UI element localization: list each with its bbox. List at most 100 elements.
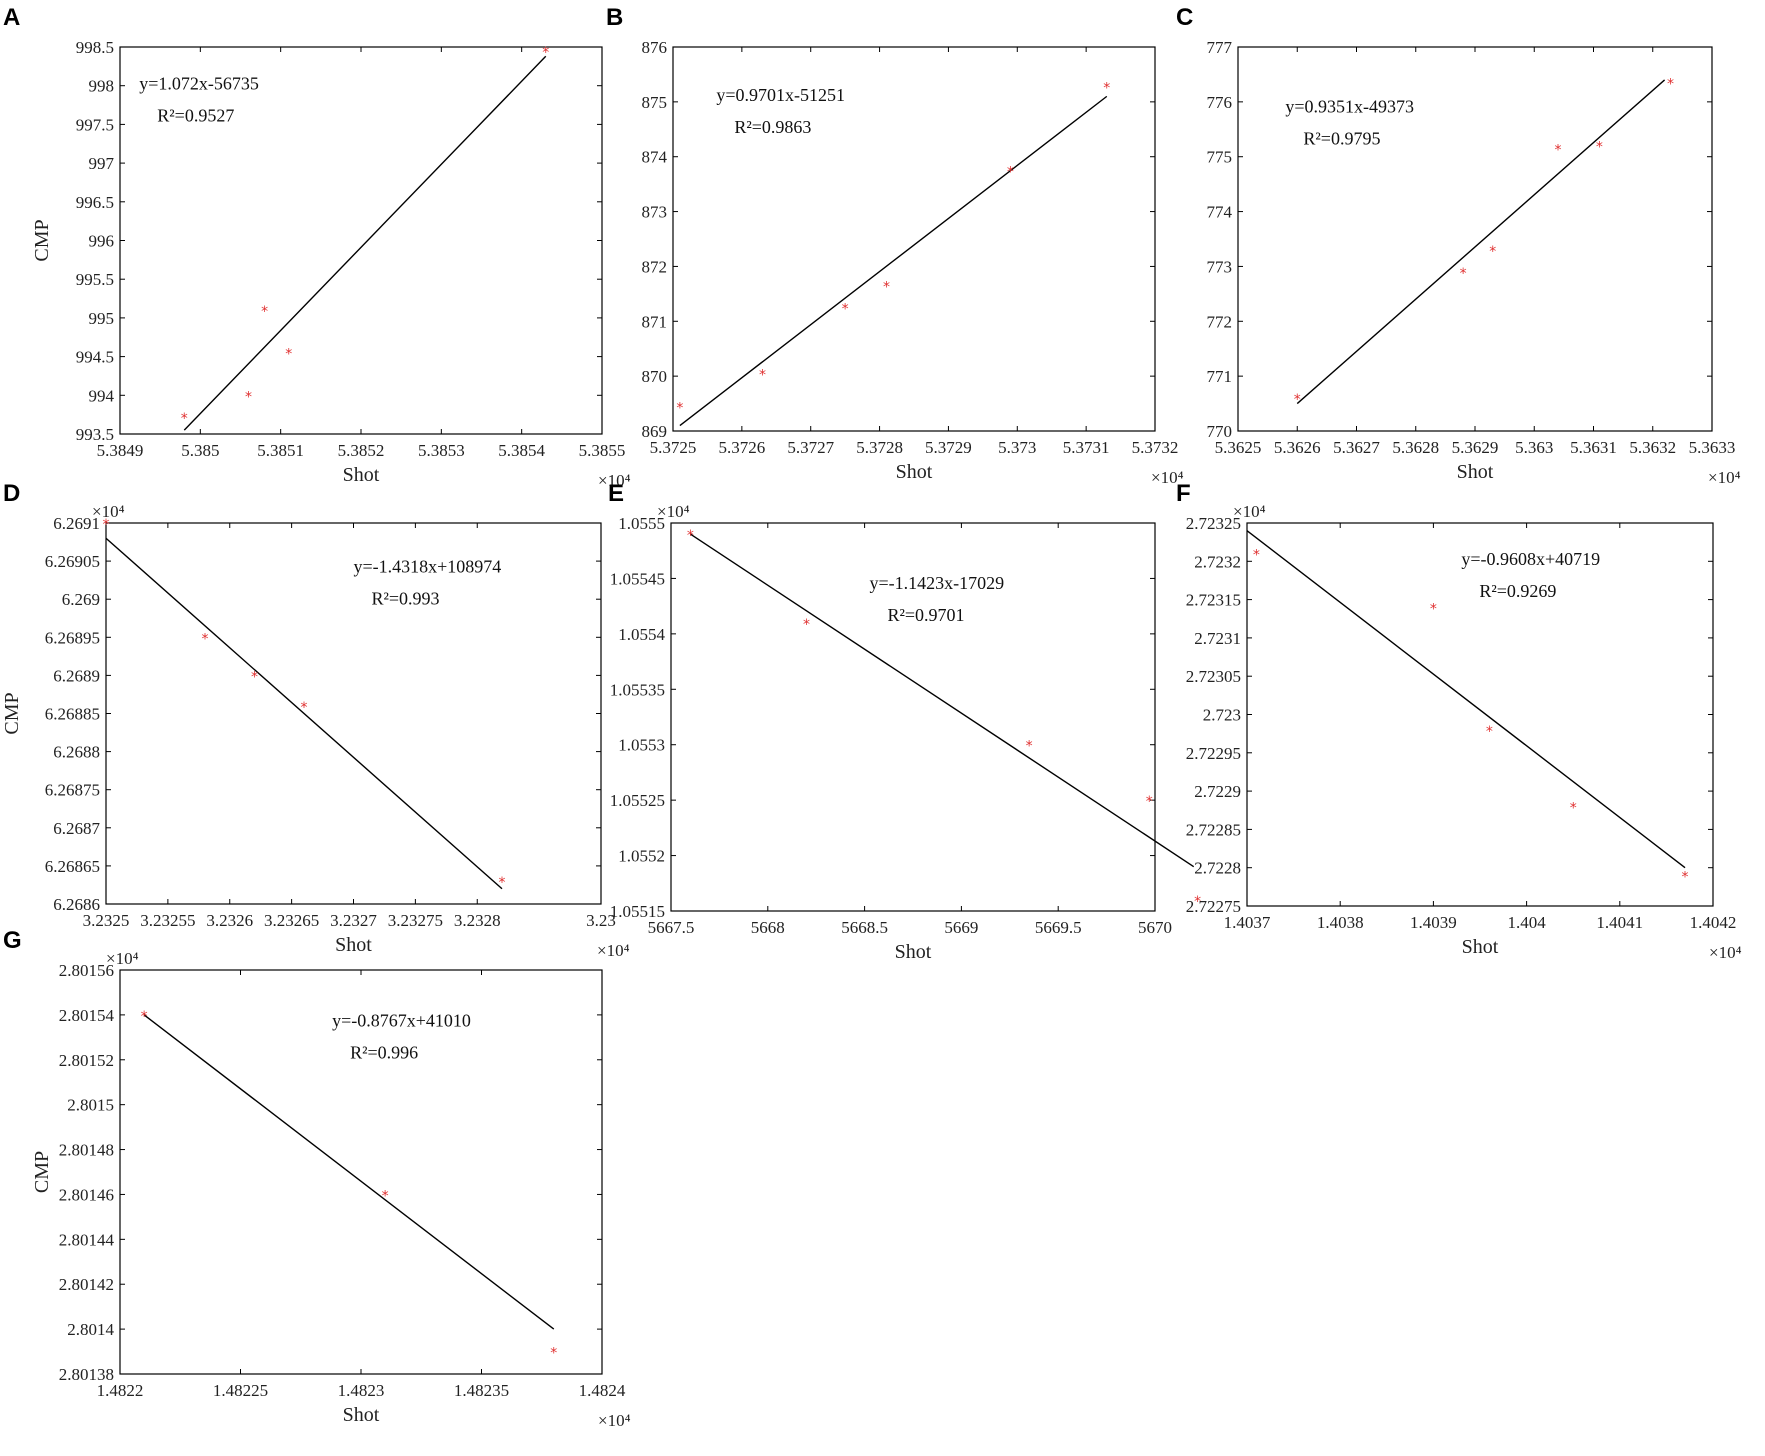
x-tick-label-d-2: 3.2326 [206, 911, 253, 930]
x-tick-label-c-4: 5.3629 [1452, 438, 1499, 457]
y-tick-label-f-0: 2.72275 [1186, 897, 1241, 916]
x-tick-label-a-2: 5.3851 [257, 441, 304, 460]
x-axis-label-g: Shot [343, 1404, 380, 1426]
equation-label-a: y=1.072x-56735 [139, 74, 259, 94]
panel-letter-f: F [1176, 480, 1191, 507]
x-tick-label-d-7: 3.23 [586, 911, 616, 930]
fit-line-d [105, 537, 503, 890]
x-tick-label-b-5: 5.373 [998, 438, 1036, 457]
y-tick-label-f-1: 2.7228 [1194, 859, 1241, 878]
x-tick-label-a-0: 5.3849 [97, 441, 144, 460]
x-tick-label-a-3: 5.3852 [338, 441, 385, 460]
y-tick-label-f-9: 2.7232 [1194, 552, 1241, 571]
y-tick-label-f-6: 2.72305 [1186, 667, 1241, 686]
data-point-b-0: * [676, 400, 683, 416]
data-point-c-0: * [1294, 392, 1301, 408]
data-point-b-5: * [1103, 80, 1110, 96]
y-tick-label-e-0: 1.05515 [610, 902, 665, 921]
y-tick-label-c-6: 776 [1207, 93, 1233, 112]
plot-frame-b [672, 46, 1156, 432]
y-tick-label-d-10: 6.2691 [53, 514, 100, 533]
y-tick-label-c-4: 774 [1207, 203, 1233, 222]
y-tick-label-b-7: 876 [642, 38, 668, 57]
x-tick-label-c-7: 5.3632 [1629, 438, 1676, 457]
chart-panel-e: E 5667.5 5668 5668.5 5669 5669.5 5670 1.05515 1.… [608, 480, 1201, 963]
x-tick-label-e-4: 5669.5 [1035, 918, 1082, 937]
data-point-b-1: * [759, 367, 766, 383]
data-point-d-1: * [202, 631, 209, 647]
y-tick-label-f-7: 2.7231 [1194, 629, 1241, 648]
x-tick-label-b-7: 5.3732 [1132, 438, 1179, 457]
data-point-f-4: * [1682, 869, 1689, 885]
r2-label-a: R²=0.9527 [157, 106, 234, 126]
fit-line-g [143, 1014, 555, 1330]
chart-panel-c: C 5.3625 5.3626 5.3627 5.3628 5.3629 5.363 5.36… [1176, 4, 1741, 487]
y-tick-label-d-7: 6.26895 [45, 628, 100, 647]
y-tick-label-e-2: 1.05525 [610, 791, 665, 810]
y-tick-label-d-2: 6.2687 [53, 819, 100, 838]
data-point-d-4: * [499, 875, 506, 891]
y-exponent-f: ×10⁴ [1233, 502, 1266, 521]
y-tick-label-f-8: 2.72315 [1186, 591, 1241, 610]
y-tick-label-b-2: 871 [642, 312, 668, 331]
data-point-c-2: * [1489, 244, 1496, 260]
y-tick-label-f-5: 2.723 [1203, 706, 1241, 725]
x-exponent-g: ×10⁴ [598, 1411, 631, 1430]
x-tick-label-b-6: 5.3731 [1063, 438, 1110, 457]
y-exponent-d: ×10⁴ [92, 502, 125, 521]
x-tick-label-b-0: 5.3725 [650, 438, 697, 457]
y-tick-label-b-3: 872 [642, 257, 668, 276]
x-exponent-d: ×10⁴ [597, 941, 630, 960]
y-tick-label-f-4: 2.72295 [1186, 744, 1241, 763]
plot-frame-e [670, 522, 1156, 912]
x-axis-label-b: Shot [896, 461, 933, 483]
equation-label-b: y=0.9701x-51251 [716, 85, 845, 105]
panel-letter-b: B [606, 4, 623, 31]
x-tick-label-g-4: 1.4824 [579, 1381, 626, 1400]
data-point-b-4: * [1007, 164, 1014, 180]
x-tick-label-a-4: 5.3853 [418, 441, 465, 460]
y-tick-label-e-4: 1.05535 [610, 680, 665, 699]
y-tick-label-c-3: 773 [1207, 257, 1233, 276]
data-point-c-4: * [1596, 140, 1603, 156]
y-tick-label-g-1: 2.8014 [67, 1320, 114, 1339]
equation-label-e: y=-1.1423x-17029 [869, 573, 1004, 593]
y-tick-label-b-4: 873 [642, 203, 668, 222]
y-tick-label-g-0: 2.80138 [59, 1365, 114, 1384]
x-tick-label-f-3: 1.404 [1507, 913, 1546, 932]
x-tick-label-a-5: 5.3854 [498, 441, 545, 460]
x-tick-label-c-0: 5.3625 [1215, 438, 1262, 457]
x-tick-label-d-5: 3.23275 [388, 911, 443, 930]
chart-panel-a: A 5.3849 5.385 5.3851 5.3852 5.3853 5.3854 5.38… [3, 4, 631, 490]
x-tick-label-a-6: 5.3855 [579, 441, 626, 460]
y-tick-label-a-3: 995 [89, 309, 115, 328]
equation-label-d: y=-1.4318x+108974 [354, 557, 502, 577]
y-tick-label-d-9: 6.26905 [45, 552, 100, 571]
x-exponent-a: ×10⁴ [598, 471, 631, 490]
data-point-f-3: * [1570, 800, 1577, 816]
plot-frame-d [105, 522, 602, 905]
chart-panel-f: F 1.4037 1.4038 1.4039 1.404 1.4041 1.4042 2.72… [1176, 480, 1742, 962]
plot-frame-c [1237, 46, 1713, 432]
plot-frame-f [1246, 522, 1714, 907]
y-tick-label-a-4: 995.5 [76, 270, 114, 289]
y-tick-label-e-3: 1.0553 [618, 736, 665, 755]
plot-frame-a [119, 46, 603, 435]
y-tick-label-e-6: 1.05545 [610, 569, 665, 588]
y-axis-label-a: CMP [31, 219, 53, 261]
y-tick-label-d-6: 6.2689 [53, 666, 100, 685]
data-point-d-2: * [251, 669, 258, 685]
x-tick-label-b-3: 5.3728 [856, 438, 903, 457]
y-tick-label-a-6: 996.5 [76, 193, 114, 212]
y-tick-label-e-1: 1.0552 [618, 847, 665, 866]
y-tick-label-d-0: 6.2686 [53, 895, 100, 914]
x-tick-label-c-1: 5.3626 [1274, 438, 1321, 457]
x-tick-label-g-0: 1.4822 [97, 1381, 144, 1400]
x-tick-label-f-2: 1.4039 [1410, 913, 1457, 932]
y-tick-label-a-10: 998.5 [76, 38, 114, 57]
data-point-c-3: * [1554, 142, 1561, 158]
y-tick-label-g-6: 2.8015 [67, 1096, 114, 1115]
x-axis-label-d: Shot [335, 934, 372, 956]
fit-line-e [689, 533, 1195, 868]
data-point-g-0: * [141, 1009, 148, 1025]
